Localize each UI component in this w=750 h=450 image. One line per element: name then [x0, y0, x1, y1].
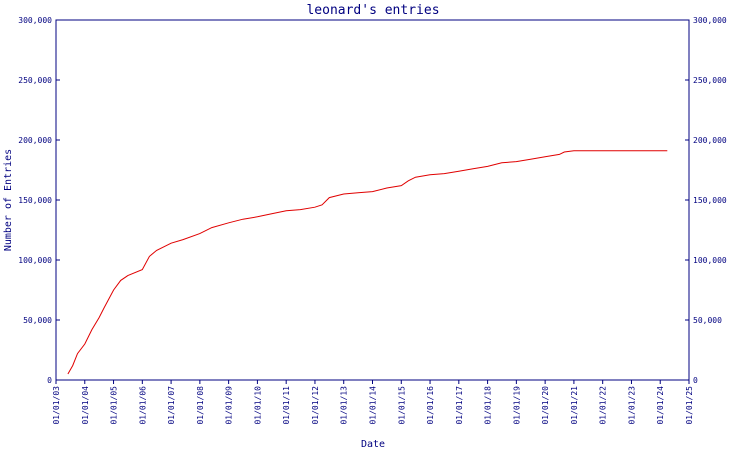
x-tick-label: 01/01/08: [196, 386, 205, 425]
y-tick-label-right: 150,000: [693, 196, 727, 205]
x-tick-label: 01/01/21: [570, 386, 579, 425]
x-tick-label: 01/01/09: [225, 386, 234, 425]
x-tick-label: 01/01/22: [599, 386, 608, 425]
chart-title: leonard's entries: [306, 3, 439, 18]
x-tick-label: 01/01/20: [541, 386, 550, 425]
x-tick-label: 01/01/25: [685, 386, 694, 425]
x-tick-label: 01/01/11: [282, 386, 291, 425]
x-tick-label: 01/01/13: [340, 386, 349, 425]
y-tick-label-left: 100,000: [18, 256, 52, 265]
y-tick-label-left: 50,000: [23, 316, 52, 325]
x-axis-ticks: 01/01/03 01/01/04 01/01/05 01/01/06 01/01/07…: [52, 380, 694, 425]
x-axis-label: Date: [361, 439, 385, 450]
x-tick-label: 01/01/14: [369, 386, 378, 425]
x-tick-label: 01/01/06: [138, 386, 147, 425]
series-line-entries: [67, 150, 668, 375]
x-tick-label: 01/01/15: [397, 386, 406, 425]
y-tick-label-left: 200,000: [18, 136, 52, 145]
y-tick-label-right: 200,000: [693, 136, 727, 145]
y-tick-label-right: 50,000: [693, 316, 722, 325]
y-tick-label-left: 0: [47, 376, 52, 385]
y-tick-label-left: 150,000: [18, 196, 52, 205]
y-tick-label-right: 250,000: [693, 76, 727, 85]
x-tick-label: 01/01/04: [81, 386, 90, 425]
plot-frame: [55, 19, 690, 381]
x-tick-label: 01/01/19: [512, 386, 521, 425]
y-tick-label-right: 300,000: [693, 16, 727, 25]
x-tick-label: 01/01/07: [167, 386, 176, 425]
y-tick-label-left: 300,000: [18, 16, 52, 25]
x-tick-label: 01/01/23: [627, 386, 636, 425]
y-tick-label-right: 0: [693, 376, 698, 385]
y-tick-label-left: 250,000: [18, 76, 52, 85]
x-tick-label: 01/01/17: [455, 386, 464, 425]
x-tick-label: 01/01/24: [656, 386, 665, 425]
y-axis-label: Number of Entries: [3, 149, 14, 251]
x-tick-label: 01/01/10: [253, 386, 262, 425]
y-axis-ticks: 0 0 50,000 50,000 100,000 100,000 150,000 150,0…: [18, 16, 727, 385]
x-tick-label: 01/01/18: [484, 386, 493, 425]
x-tick-label: 01/01/03: [52, 386, 61, 425]
x-tick-label: 01/01/16: [426, 386, 435, 425]
x-tick-label: 01/01/12: [311, 386, 320, 425]
x-tick-label: 01/01/05: [110, 386, 119, 425]
y-tick-label-right: 100,000: [693, 256, 727, 265]
